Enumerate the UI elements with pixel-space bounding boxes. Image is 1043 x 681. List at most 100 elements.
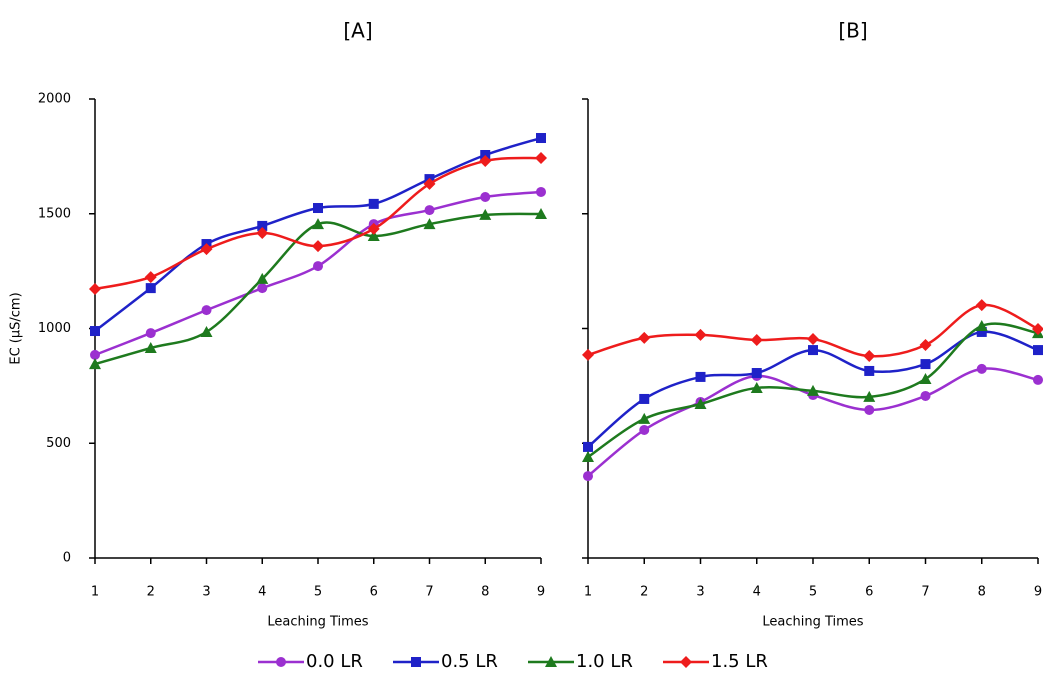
marker	[312, 240, 324, 253]
x-tick-label: 6	[370, 585, 378, 600]
legend-label: 1.0 LR	[576, 651, 633, 672]
marker	[583, 471, 593, 482]
legend-label: 1.5 LR	[711, 651, 768, 672]
marker	[480, 191, 491, 202]
legend-label: 0.5 LR	[441, 651, 498, 672]
marker	[536, 186, 546, 197]
x-tick-label: 4	[258, 585, 266, 600]
marker	[424, 205, 435, 216]
marker	[976, 363, 987, 374]
marker	[975, 319, 988, 331]
marker	[919, 339, 932, 352]
marker	[367, 230, 380, 242]
y-tick-label: 0	[63, 551, 71, 566]
marker	[89, 358, 101, 370]
marker	[479, 208, 492, 220]
marker	[751, 368, 762, 379]
x-tick-label: 1	[91, 585, 99, 600]
y-axis-label: EC (µS/cm)	[9, 292, 24, 364]
marker	[976, 326, 987, 337]
marker	[367, 222, 380, 235]
marker	[808, 345, 818, 356]
legend-marker	[545, 656, 557, 667]
marker	[863, 390, 876, 402]
legend-marker	[680, 656, 692, 668]
marker	[864, 404, 875, 415]
marker	[694, 398, 707, 410]
x-tick-label: 2	[147, 585, 155, 600]
marker	[638, 331, 651, 344]
marker	[200, 243, 213, 256]
x-tick-label: 7	[425, 585, 433, 600]
marker	[423, 218, 436, 230]
marker	[257, 220, 268, 231]
x-tick-label: 5	[314, 585, 322, 600]
marker	[368, 198, 379, 209]
marker	[313, 203, 323, 214]
marker	[144, 271, 157, 284]
marker	[864, 365, 875, 376]
panel-title: [A]	[343, 19, 372, 43]
marker	[639, 424, 650, 435]
x-tick-label: 2	[640, 585, 648, 600]
marker	[145, 328, 156, 339]
x-axis-label: Leaching Times	[762, 615, 863, 630]
y-tick-label: 500	[46, 436, 71, 451]
x-tick-label: 4	[753, 585, 761, 600]
marker	[863, 350, 876, 363]
x-tick-label: 5	[809, 585, 817, 600]
marker	[256, 227, 269, 240]
marker	[479, 154, 492, 167]
x-tick-label: 8	[978, 585, 986, 600]
x-tick-label: 3	[696, 585, 704, 600]
series-line	[94, 212, 542, 366]
legend-label: 0.0 LR	[306, 651, 363, 672]
marker	[750, 333, 763, 346]
y-tick-label: 2000	[38, 92, 71, 107]
marker	[256, 272, 269, 284]
x-tick-label: 1	[584, 585, 592, 600]
x-axis-label: Leaching Times	[267, 615, 368, 630]
marker	[1032, 322, 1043, 335]
x-tick-label: 8	[481, 585, 489, 600]
marker	[200, 325, 213, 337]
legend-marker	[276, 657, 286, 667]
marker	[536, 133, 546, 144]
marker	[919, 372, 932, 384]
marker	[695, 371, 706, 382]
marker	[750, 381, 763, 393]
marker	[582, 451, 594, 463]
marker	[535, 207, 547, 219]
marker	[1033, 345, 1043, 356]
x-tick-label: 9	[537, 585, 545, 600]
marker	[807, 333, 819, 346]
legend-marker	[411, 657, 421, 667]
marker	[535, 151, 547, 164]
marker	[90, 349, 100, 360]
marker	[145, 283, 156, 294]
series-line	[94, 136, 542, 333]
series-line	[587, 367, 1039, 478]
marker	[144, 342, 157, 354]
marker	[201, 305, 212, 316]
marker	[807, 384, 819, 396]
marker	[1033, 374, 1043, 385]
marker	[694, 328, 707, 341]
y-tick-label: 1000	[38, 321, 71, 336]
x-tick-label: 3	[202, 585, 210, 600]
marker	[583, 441, 593, 452]
marker	[639, 393, 650, 404]
x-tick-label: 7	[921, 585, 929, 600]
marker	[920, 359, 931, 370]
marker	[90, 326, 100, 337]
marker	[423, 177, 436, 190]
marker	[313, 261, 323, 272]
marker	[257, 283, 268, 294]
panel-title: [B]	[838, 19, 867, 43]
x-tick-label: 9	[1034, 585, 1042, 600]
marker	[582, 348, 594, 361]
y-tick-label: 1500	[38, 206, 71, 221]
marker	[89, 283, 101, 296]
marker	[638, 412, 651, 424]
